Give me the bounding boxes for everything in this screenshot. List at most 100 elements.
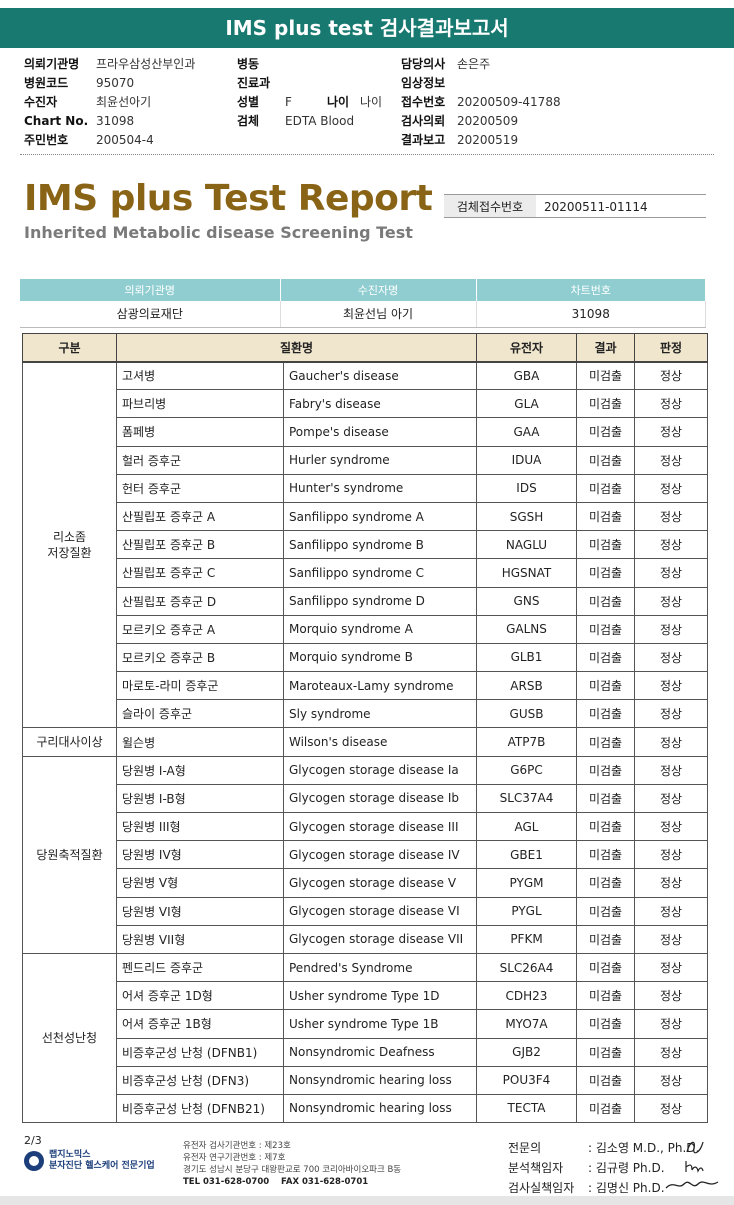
judgment-cell: 정상 [634, 473, 708, 503]
results-table: 구분 질환명 유전자 결과 판정 리소좀 저장질환 고셔병 Gaucher's di… [22, 333, 708, 1124]
table-row: 산필립포 증후군 D Sanfilippo syndrome D GNS 미검출 정상 [23, 586, 708, 616]
judgment-cell: 정상 [634, 1037, 708, 1067]
gene-cell: GALNS [476, 614, 577, 644]
judgment-cell: 정상 [634, 755, 708, 785]
result-cell: 미검출 [576, 896, 635, 926]
table-row: 구리대사이상 윌슨병 Wilson's disease ATP7B 미검출 정상 [22, 727, 708, 757]
patient-header: 의뢰기관명 [20, 279, 281, 301]
patient-cell: 최윤선님 아기 [280, 301, 477, 328]
judgment-cell: 정상 [634, 727, 708, 757]
disease-english-cell: Glycogen storage disease III [283, 811, 477, 842]
judgment-cell: 정상 [634, 389, 708, 419]
gene-cell: ATP7B [476, 727, 577, 757]
judgment-cell: 정상 [634, 445, 708, 475]
signer-name: : 김규령 Ph.D. [588, 1161, 665, 1175]
disease-english-cell: Hunter's syndrome [283, 473, 477, 503]
accession-label: 검체접수번호 [444, 195, 536, 217]
header-label: 진료과 [237, 76, 271, 90]
header-label: 주민번호 [24, 133, 69, 147]
group-cell: 선천성난청 [22, 952, 117, 1124]
disease-korean-cell: 비증후군성 난청 (DFN3) [116, 1065, 284, 1095]
judgment-cell: 정상 [634, 501, 708, 532]
disease-english-cell: Sanfilippo syndrome B [283, 530, 477, 560]
header-value: 프라우삼성산부인과 [96, 57, 196, 71]
footer-info-line: 유전자 검사기관번호 : 제23호 [183, 1141, 291, 1151]
gene-cell: PFKM [476, 924, 577, 954]
group-cell: 구리대사이상 [22, 727, 117, 757]
table-row: 모르키오 증후군 A Morquio syndrome A GALNS 미검출 정상 [23, 614, 708, 644]
result-cell: 미검출 [576, 473, 635, 503]
patient-cell: 삼광의료재단 [20, 301, 281, 328]
disease-english-cell: Morquio syndrome B [283, 642, 477, 673]
result-cell: 미검출 [576, 840, 635, 870]
header-col1: 의뢰기관명 프라우삼성산부인과 병원코드 95070 수진자 최윤선아기 Chart … [24, 57, 195, 152]
disease-korean-cell: 당원병 I-A형 [116, 755, 284, 785]
disease-korean-cell: 비증후군성 난청 (DFNB1) [116, 1037, 284, 1067]
table-row: 파브리병 Fabry's disease GLA 미검출 정상 [23, 389, 708, 419]
disease-english-cell: Nonsyndromic hearing loss [283, 1065, 477, 1095]
logo-line2: 분자진단 헬스케어 전문기업 [49, 1161, 155, 1171]
table-row: 당원병 V형 Glycogen storage disease V PYGM 미검출 정… [23, 868, 708, 898]
disease-korean-cell: 헌터 증후군 [116, 473, 284, 503]
disease-korean-cell: 고셔병 [116, 360, 284, 391]
disease-korean-cell: 폼페병 [116, 417, 284, 447]
signer-role: 전문의 [508, 1141, 542, 1155]
disease-korean-cell: 산필립포 증후군 B [116, 530, 284, 560]
disease-korean-cell: 윌슨병 [116, 727, 284, 757]
disease-english-cell: Fabry's disease [283, 389, 477, 419]
table-row: 당원병 III형 Glycogen storage disease III AGL 미… [23, 811, 708, 842]
judgment-cell: 정상 [634, 840, 708, 870]
gene-cell: GJB2 [476, 1037, 577, 1067]
table-row: 선천성난청 펜드리드 증후군 Pendred's Syndrome SLC26A4 미검… [22, 952, 708, 1124]
footer-info: 유전자 검사기관번호 : 제23호 유전자 연구기관번호 : 제7호 경기도 성… [183, 1140, 401, 1188]
disease-english-cell: Usher syndrome Type 1B [283, 1009, 477, 1039]
disease-korean-cell: 펜드리드 증후군 [116, 952, 284, 983]
result-cell: 미검출 [576, 868, 635, 898]
judgment-cell: 정상 [634, 924, 708, 954]
group-cell: 당원축적질환 [22, 755, 117, 954]
disease-english-cell: Sly syndrome [283, 699, 477, 729]
result-cell: 미검출 [576, 727, 635, 757]
gene-cell: GLB1 [476, 642, 577, 673]
judgment-cell: 정상 [634, 614, 708, 644]
header-label: 검체 [237, 114, 260, 128]
gene-cell: GBA [476, 360, 577, 391]
judgment-cell: 정상 [634, 1093, 708, 1124]
judgment-cell: 정상 [634, 868, 708, 898]
header-label: 병동 [237, 57, 260, 71]
disease-korean-cell: 모르키오 증후군 A [116, 614, 284, 644]
signature-3-icon [665, 1181, 719, 1189]
judgment-cell: 정상 [634, 642, 708, 673]
disease-korean-cell: 어셔 증후군 1B형 [116, 1009, 284, 1039]
result-cell: 미검출 [576, 360, 635, 391]
result-cell: 미검출 [576, 586, 635, 616]
table-row: 당원축적질환 당원병 I-A형 Glycogen storage disease I… [22, 755, 708, 954]
disease-english-cell: Gaucher's disease [283, 360, 477, 391]
judgment-cell: 정상 [634, 558, 708, 588]
gene-cell: GBE1 [476, 840, 577, 870]
result-cell: 미검출 [576, 445, 635, 475]
footer-fax: FAX 031-628-0701 [281, 1177, 369, 1187]
gene-cell: TECTA [476, 1093, 577, 1124]
result-cell: 미검출 [576, 1037, 635, 1067]
gene-cell: POU3F4 [476, 1065, 577, 1095]
judgment-cell: 정상 [634, 360, 708, 391]
gene-cell: AGL [476, 811, 577, 842]
judgment-cell: 정상 [634, 671, 708, 701]
disease-english-cell: Glycogen storage disease VII [283, 924, 477, 954]
header-value: 손은주 [457, 57, 491, 71]
disease-korean-cell: 당원병 IV형 [116, 840, 284, 870]
header-label: Chart No. [24, 114, 89, 128]
table-row: 모르키오 증후군 B Morquio syndrome B GLB1 미검출 정상 [23, 642, 708, 673]
signers: 전문의: 김소영 M.D., Ph.D. 분석책임자: 김규령 Ph.D. 검사… [508, 1138, 699, 1198]
disease-english-cell: Morquio syndrome A [283, 614, 477, 644]
disease-korean-cell: 파브리병 [116, 389, 284, 419]
table-row: 슬라이 증후군 Sly syndrome GUSB 미검출 정상 [23, 699, 708, 729]
header-label: 수진자 [24, 95, 58, 109]
disease-korean-cell: 산필립포 증후군 C [116, 558, 284, 588]
company-logo-icon [24, 1151, 44, 1171]
disease-korean-cell: 비증후군성 난청 (DFNB21) [116, 1093, 284, 1124]
result-cell: 미검출 [576, 811, 635, 842]
result-cell: 미검출 [576, 671, 635, 701]
gene-cell: SLC37A4 [476, 783, 577, 814]
